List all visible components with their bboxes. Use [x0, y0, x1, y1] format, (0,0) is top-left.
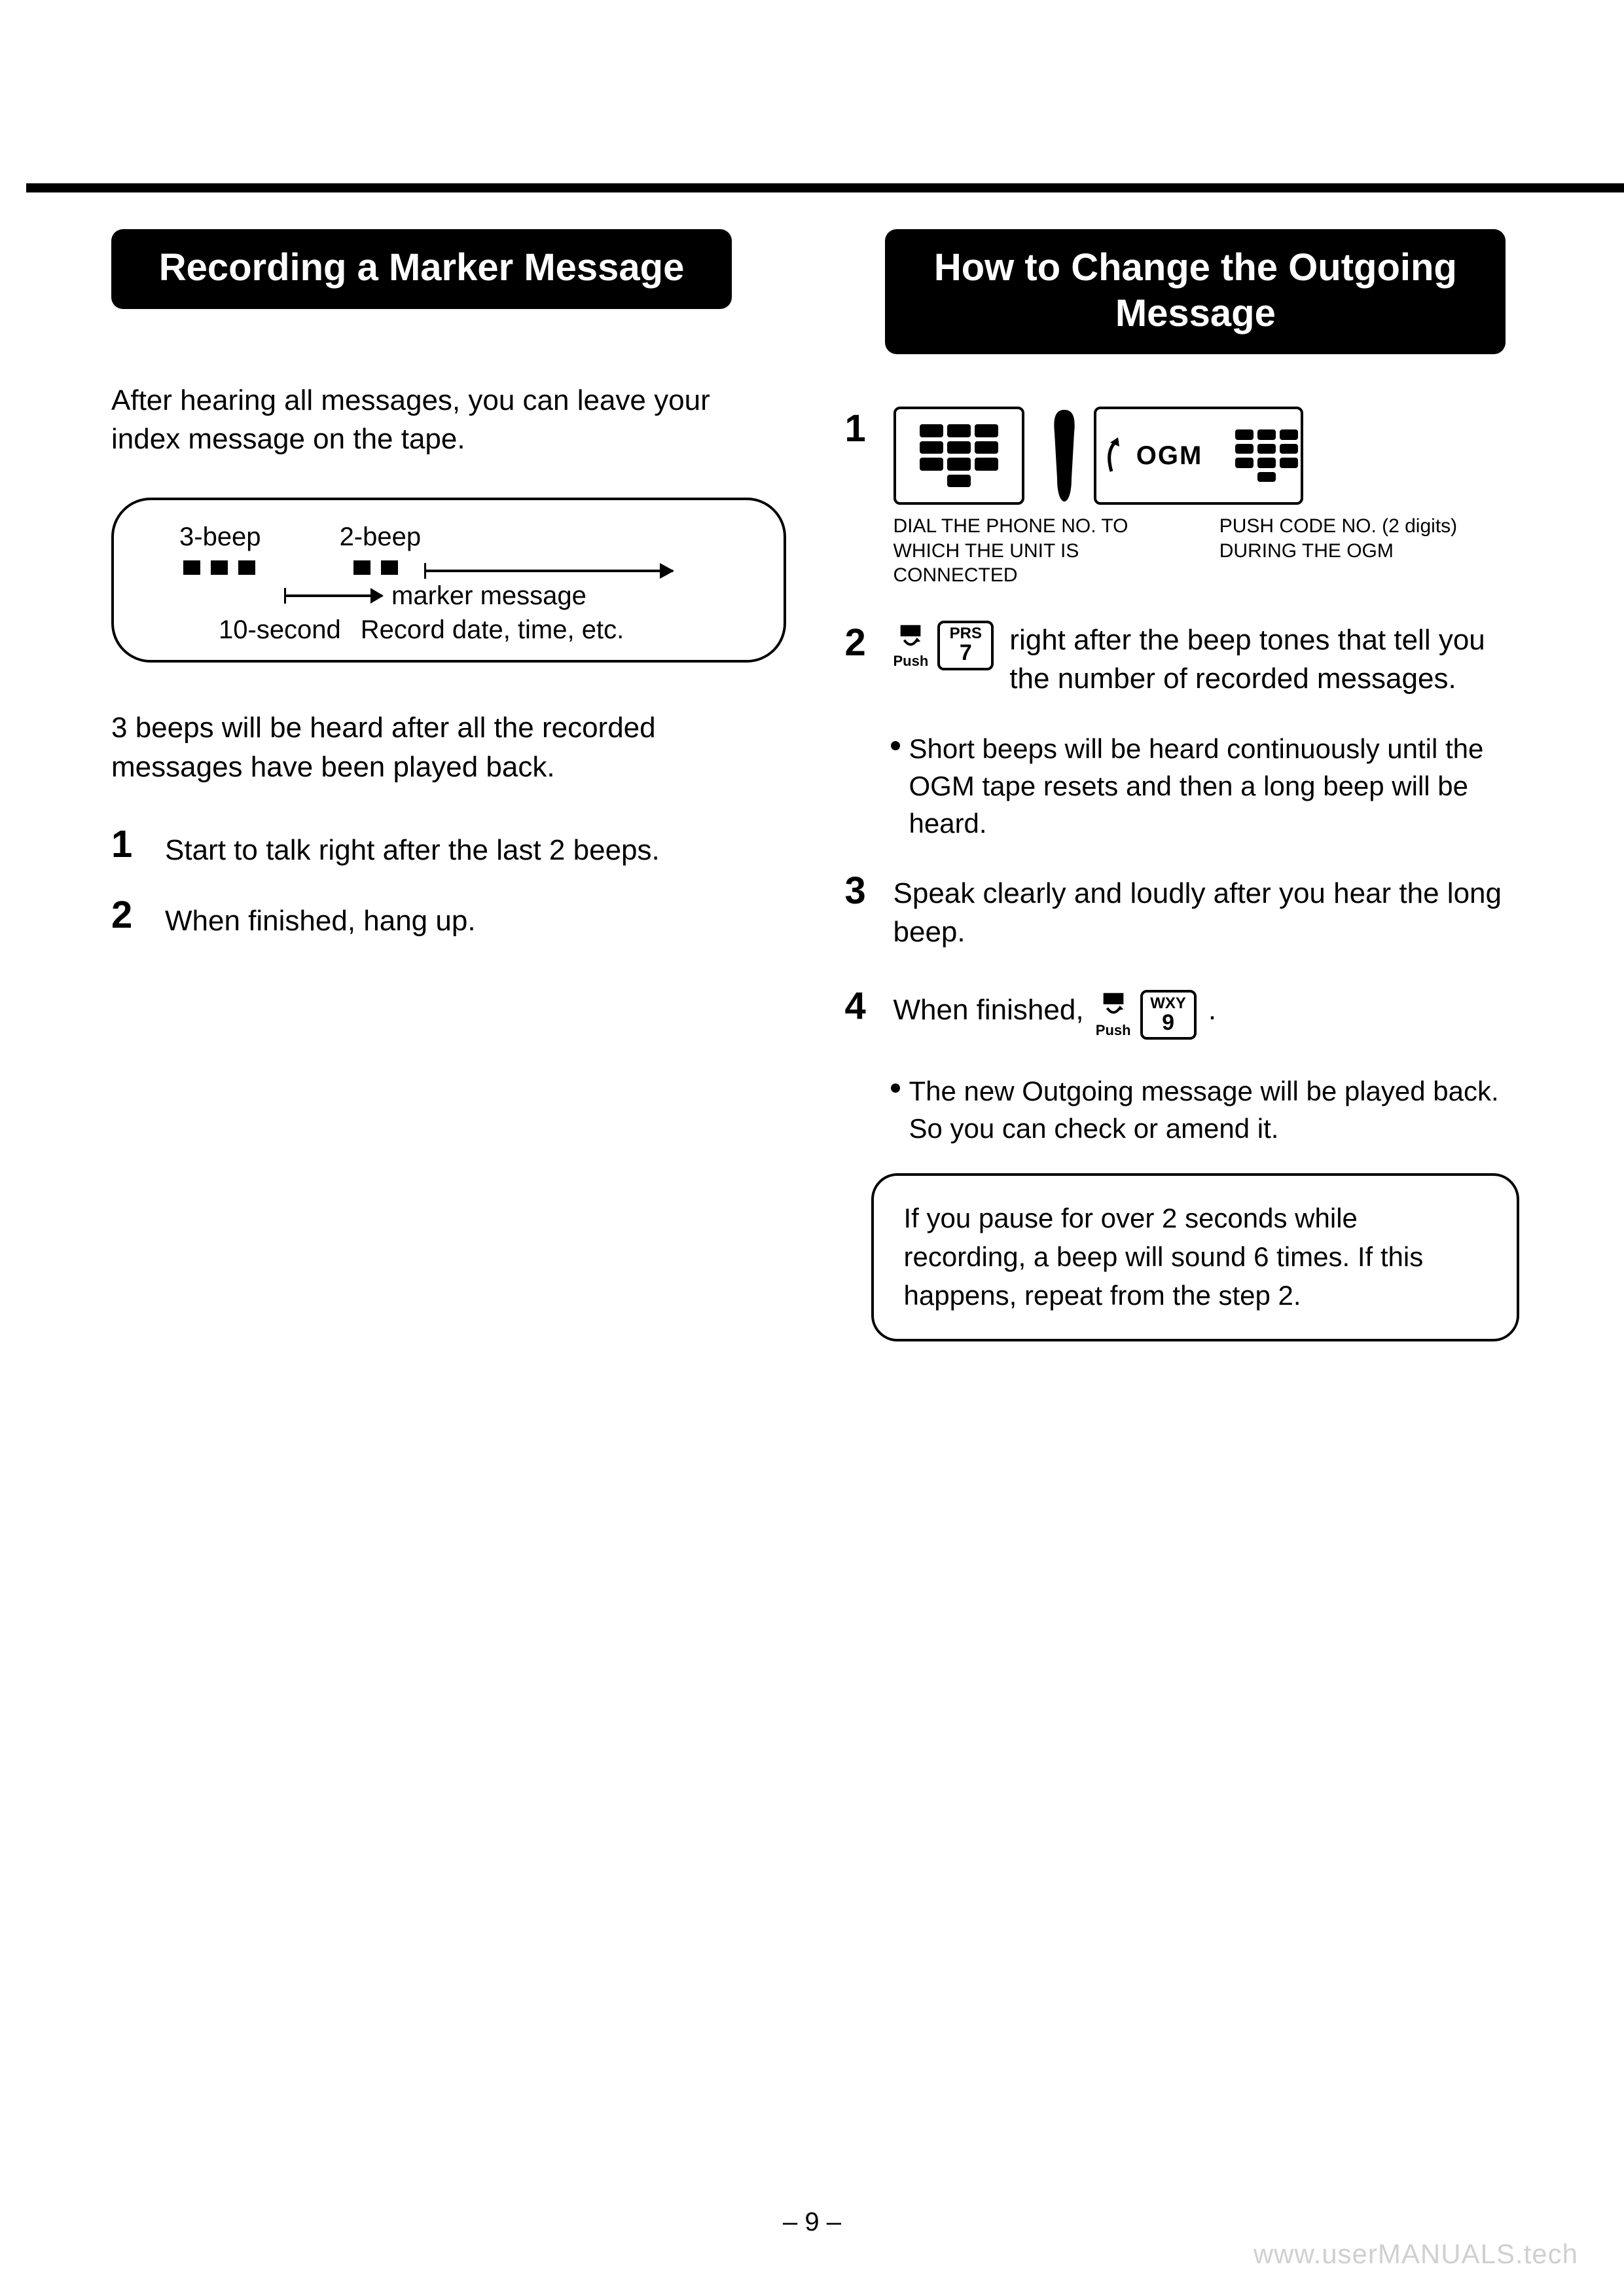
- step-number: 4: [845, 984, 875, 1040]
- step-body: When finished, Push WXY 9 .: [893, 984, 1520, 1040]
- caption-push-code: PUSH CODE NO. (2 digits) DURING THE OGM: [1219, 514, 1519, 588]
- step-text: Start to talk right after the last 2 bee…: [165, 826, 660, 869]
- step-number: 2: [111, 896, 141, 940]
- step-text-suffix: .: [1208, 994, 1216, 1026]
- key-letters: WXY: [1150, 995, 1186, 1011]
- bullet-text: The new Outgoing message will be played …: [909, 1073, 1520, 1147]
- step-3: 3 Speak clearly and loudly after you hea…: [845, 869, 1520, 952]
- label-10-second: 10-second: [219, 613, 341, 647]
- phone-push-icon: Push: [893, 621, 929, 670]
- step-body: Push PRS 7 right after the beep tones th…: [893, 621, 1520, 699]
- label-record-date: Record date, time, etc.: [361, 613, 624, 647]
- step-number: 2: [845, 621, 875, 699]
- after-diagram-paragraph: 3 beeps will be heard after all the reco…: [111, 708, 786, 786]
- bullet-note: Short beeps will be heard continuously u…: [891, 731, 1520, 842]
- page-number: – 9 –: [783, 2208, 841, 2237]
- key-letters: PRS: [950, 625, 982, 642]
- arrow-curved-icon: [1098, 436, 1122, 475]
- keypad-icon: [920, 424, 998, 487]
- list-item: 1 Start to talk right after the last 2 b…: [111, 826, 786, 869]
- step-body: OGM: [893, 407, 1520, 588]
- bullet-icon: [891, 1084, 900, 1093]
- push-key-illustration: Push WXY 9: [1096, 989, 1197, 1040]
- key-7-icon: PRS 7: [937, 621, 994, 670]
- diagram-beeps-row: [140, 560, 757, 575]
- keypad-icon: [1235, 429, 1298, 482]
- beep-set-3: [183, 560, 255, 575]
- key-digit: 9: [1162, 1011, 1174, 1035]
- push-label: Push: [1096, 1021, 1131, 1040]
- left-steps-list: 1 Start to talk right after the last 2 b…: [111, 826, 786, 940]
- step-text-prefix: When finished,: [893, 994, 1084, 1026]
- beep-icon: [211, 560, 228, 575]
- bullet-note: The new Outgoing message will be played …: [891, 1073, 1520, 1147]
- two-column-layout: Recording a Marker Message After hearing…: [111, 229, 1519, 1341]
- phone-push-icon: Push: [1096, 989, 1131, 1040]
- beep-icon: [381, 560, 398, 575]
- key-9-icon: WXY 9: [1140, 990, 1197, 1040]
- arrow-icon: [424, 570, 673, 572]
- diagram-labels-row: 3-beep 2-beep: [140, 520, 757, 554]
- label-3-beep: 3-beep: [179, 520, 261, 554]
- list-item: 2 When finished, hang up.: [111, 896, 786, 940]
- device-ogm: OGM: [1048, 407, 1303, 505]
- handset-icon: [1048, 407, 1081, 505]
- step-number: 3: [845, 869, 875, 952]
- section-title-change-ogm: How to Change the Outgoing Message: [885, 229, 1506, 354]
- key-digit: 7: [960, 642, 972, 665]
- step-number: 1: [845, 407, 875, 588]
- step-text: right after the beep tones that tell you…: [1009, 621, 1519, 699]
- step-text: When finished, hang up.: [165, 896, 476, 940]
- left-column: Recording a Marker Message After hearing…: [111, 229, 786, 1341]
- label-marker-message: marker message: [391, 579, 586, 613]
- watermark: www.userMANUALS.tech: [1254, 2238, 1578, 2270]
- marker-diagram: 3-beep 2-beep: [111, 498, 786, 663]
- phone-device-icon: [893, 407, 1024, 505]
- beep-icon: [238, 560, 255, 575]
- device-illustrations: OGM: [893, 407, 1520, 505]
- label-2-beep: 2-beep: [340, 520, 422, 554]
- phone-device-icon: OGM: [1094, 407, 1303, 505]
- arrow-icon: [284, 594, 382, 597]
- manual-page: Recording a Marker Message After hearing…: [0, 0, 1624, 2296]
- bullet-icon: [891, 741, 900, 750]
- section-title-recording-marker: Recording a Marker Message: [111, 229, 732, 309]
- ogm-label: OGM: [1136, 441, 1203, 471]
- diagram-bottom-row: 10-second Record date, time, etc.: [140, 613, 757, 647]
- push-key-illustration: Push PRS 7: [893, 621, 994, 670]
- intro-paragraph: After hearing all messages, you can leav…: [111, 381, 786, 459]
- top-divider: [26, 183, 1624, 192]
- beep-icon: [183, 560, 200, 575]
- step-1: 1: [845, 407, 1520, 588]
- step-4: 4 When finished, Push WXY 9 .: [845, 984, 1520, 1040]
- beep-icon: [353, 560, 370, 575]
- caption-dial: DIAL THE PHONE NO. TO WHICH THE UNIT IS …: [893, 514, 1193, 588]
- push-label: Push: [893, 653, 929, 670]
- right-column: How to Change the Outgoing Message 1: [845, 229, 1520, 1341]
- step-text: Speak clearly and loudly after you hear …: [893, 869, 1520, 952]
- captions: DIAL THE PHONE NO. TO WHICH THE UNIT IS …: [893, 505, 1520, 588]
- device-dialer: [893, 407, 1024, 505]
- bullet-text: Short beeps will be heard continuously u…: [909, 731, 1520, 842]
- warning-box: If you pause for over 2 seconds while re…: [871, 1173, 1520, 1341]
- step-2: 2 Push PRS 7 right after the beep tones …: [845, 621, 1520, 699]
- step-number: 1: [111, 826, 141, 869]
- beep-set-2: [353, 560, 398, 575]
